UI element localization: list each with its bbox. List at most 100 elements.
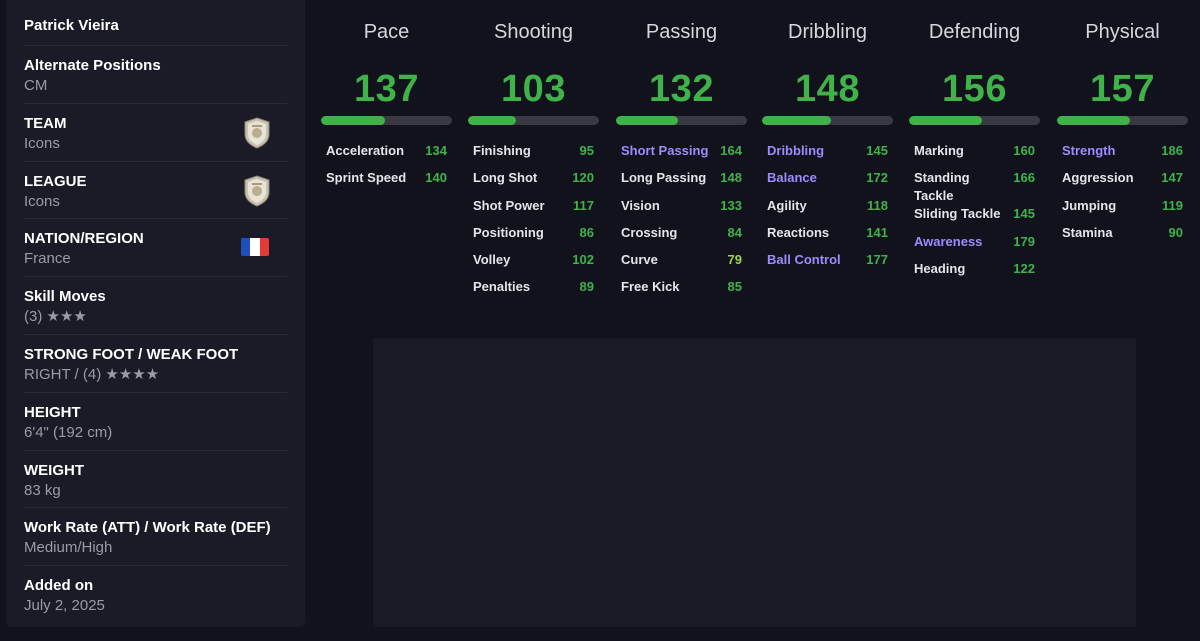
attribute-value: 179 — [1013, 233, 1035, 249]
attribute-name[interactable]: Awareness — [914, 233, 983, 249]
attribute-value: 118 — [867, 197, 888, 213]
attribute-name: Sliding Tackle — [914, 206, 1001, 222]
attribute-value: 145 — [1013, 206, 1035, 222]
attribute-row: Strength 186 — [1062, 142, 1183, 169]
attribute-value: 141 — [866, 224, 888, 240]
stat-value: 132 — [649, 68, 714, 110]
info-label: LEAGUE — [24, 172, 87, 190]
attribute-row: Marking 160 — [914, 142, 1035, 169]
attribute-name: Marking — [914, 143, 964, 158]
attribute-value: 186 — [1161, 143, 1183, 158]
attribute-value: 85 — [727, 279, 742, 295]
attribute-name[interactable]: Strength — [1062, 143, 1116, 158]
info-value: RIGHT / (4) ★★★★ — [24, 365, 160, 383]
info-value: 83 kg — [24, 481, 61, 499]
attribute-row: Standing Tackle 166 — [914, 169, 1035, 205]
stat-column-defending: Defending 156 Marking 160 Standing Tackle 166… — [909, 0, 1040, 287]
attribute-value: 160 — [1013, 143, 1035, 158]
attribute-row: Curve 79 — [621, 251, 742, 278]
attribute-value: 172 — [866, 170, 888, 186]
attribute-name[interactable]: Balance — [767, 170, 817, 186]
attribute-list: Finishing 95 Long Shot 120 Shot Power 117 Posi… — [468, 142, 599, 306]
stat-title: Passing — [645, 21, 718, 43]
attribute-value: 95 — [579, 143, 594, 158]
attribute-row: Sliding Tackle 145 — [914, 205, 1035, 232]
stat-value: 156 — [942, 68, 1007, 110]
work-rate-row: Work Rate (ATT) / Work Rate (DEF) Medium… — [24, 508, 287, 567]
attribute-row: Crossing 84 — [621, 224, 742, 251]
attribute-value: 90 — [1168, 224, 1183, 240]
attribute-row: Acceleration 134 — [326, 142, 447, 169]
attribute-row: Stamina 90 — [1062, 224, 1183, 251]
attribute-value: 89 — [579, 279, 594, 295]
info-label: TEAM — [24, 114, 67, 132]
attribute-value: 166 — [1013, 170, 1035, 186]
stat-bar — [321, 116, 452, 125]
attribute-row: Shot Power 117 — [473, 197, 594, 224]
stat-title: Pace — [363, 21, 410, 43]
weight-row: WEIGHT 83 kg — [24, 451, 287, 509]
icon-badge-icon[interactable] — [243, 175, 271, 207]
attribute-value: 119 — [1162, 197, 1183, 213]
attribute-name: Penalties — [473, 279, 531, 295]
attribute-name: Agility — [767, 197, 807, 213]
stat-bar — [616, 116, 747, 125]
attribute-value: 147 — [1161, 170, 1183, 186]
icon-badge-icon[interactable] — [243, 117, 271, 149]
attribute-row: Aggression 147 — [1062, 169, 1183, 196]
attribute-row: Ball Control 177 — [767, 251, 888, 278]
team-row: TEAM Icons — [24, 104, 287, 162]
nation-row: NATION/REGION France — [24, 219, 287, 278]
league-row: LEAGUE Icons — [24, 162, 287, 220]
attribute-value: 140 — [425, 170, 447, 186]
stat-bar-fill — [1057, 116, 1131, 125]
attribute-name: Acceleration — [326, 143, 405, 158]
attribute-name: Aggression — [1062, 170, 1134, 186]
attribute-list: Dribbling 145 Balance 172 Agility 118 Reaction… — [762, 142, 893, 278]
info-value: Icons — [24, 134, 60, 152]
attribute-list: Marking 160 Standing Tackle 166 Sliding Tack… — [909, 142, 1040, 287]
attribute-row: Sprint Speed 140 — [326, 169, 447, 196]
france-flag-icon[interactable] — [241, 238, 269, 257]
stat-bar-fill — [616, 116, 678, 125]
attribute-name: Vision — [621, 197, 660, 213]
info-label: NATION/REGION — [24, 230, 144, 248]
player-name-row: Patrick Vieira — [24, 0, 287, 46]
attribute-row: Volley 102 — [473, 251, 594, 278]
info-value: Medium/High — [24, 539, 113, 557]
attribute-name: Sprint Speed — [326, 170, 407, 186]
info-value: Icons — [24, 192, 60, 210]
attribute-row: Penalties 89 — [473, 278, 594, 305]
info-value: (3) ★★★ — [24, 308, 87, 326]
attribute-value: 177 — [866, 252, 888, 268]
attribute-name: Long Shot — [473, 170, 538, 186]
info-label: Work Rate (ATT) / Work Rate (DEF) — [24, 519, 271, 537]
stat-value: 103 — [501, 68, 566, 110]
attribute-name[interactable]: Dribbling — [767, 143, 825, 158]
attribute-value: 102 — [572, 252, 594, 268]
attribute-row: Balance 172 — [767, 169, 888, 196]
info-value: CM — [24, 77, 48, 94]
attribute-value: 120 — [572, 170, 594, 186]
attribute-value: 122 — [1013, 260, 1035, 276]
attribute-name[interactable]: Short Passing — [621, 143, 709, 158]
stat-value: 157 — [1090, 68, 1155, 110]
stat-bar — [909, 116, 1040, 125]
info-value: 6'4" (192 cm) — [24, 423, 113, 441]
attribute-name: Volley — [473, 252, 511, 268]
attribute-list: Acceleration 134 Sprint Speed 140 — [321, 142, 452, 197]
info-value: France — [24, 250, 71, 268]
attribute-name: Standing Tackle — [914, 170, 970, 204]
attribute-row: Positioning 86 — [473, 224, 594, 251]
attribute-name[interactable]: Ball Control — [767, 252, 841, 268]
stat-column-physical: Physical 157 Strength 186 Aggression 147 Jumpi… — [1057, 0, 1188, 251]
attribute-name: Shot Power — [473, 197, 545, 213]
attribute-name: Positioning — [473, 224, 544, 240]
attribute-row: Long Shot 120 — [473, 169, 594, 196]
info-value: July 2, 2025 — [24, 597, 105, 615]
stat-bar-fill — [762, 116, 832, 125]
attribute-name: Stamina — [1062, 224, 1113, 240]
stat-bar-fill — [468, 116, 517, 125]
foot-row: STRONG FOOT / WEAK FOOT RIGHT / (4) ★★★★ — [24, 335, 287, 393]
attribute-row: Reactions 141 — [767, 224, 888, 251]
